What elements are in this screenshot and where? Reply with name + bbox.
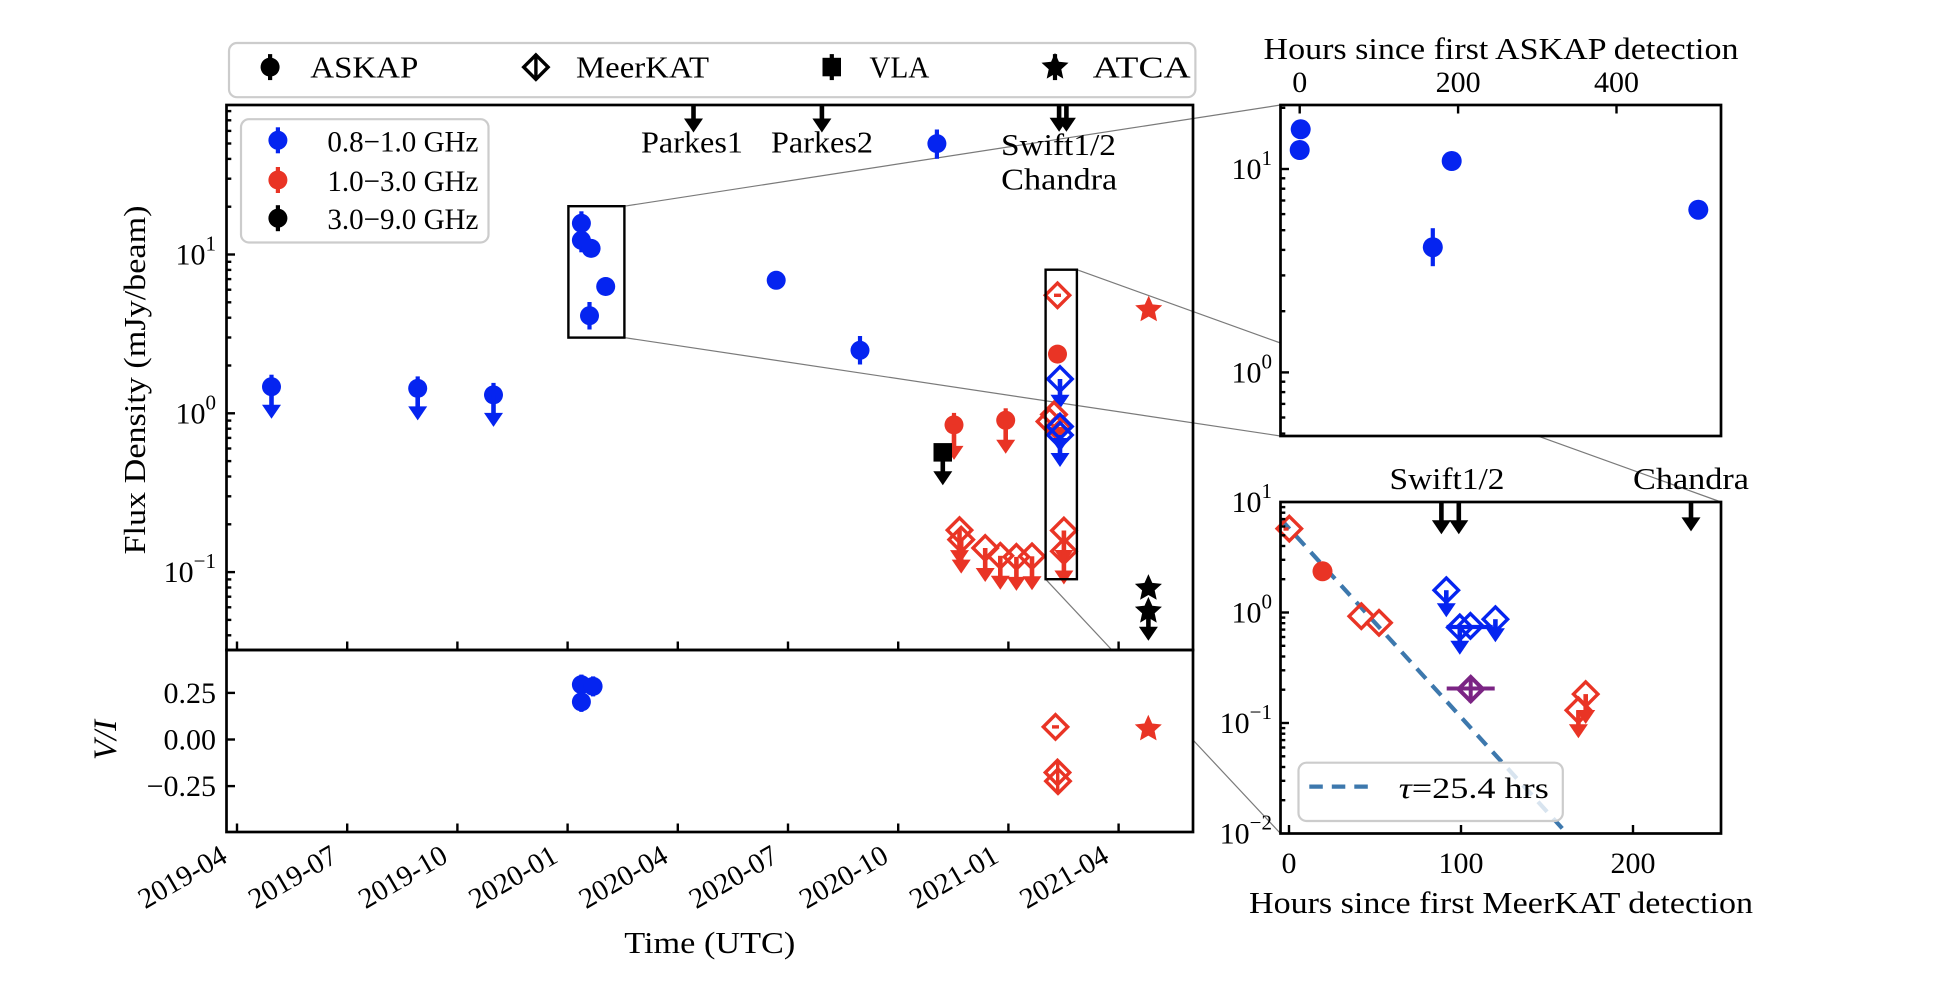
svg-text:1.0−3.0 GHz: 1.0−3.0 GHz: [327, 165, 478, 198]
svg-text:Hours since first ASKAP detect: Hours since first ASKAP detection: [1264, 31, 1740, 66]
svg-text:200: 200: [1611, 847, 1656, 880]
svg-text:τ=25.4 hrs: τ=25.4 hrs: [1399, 772, 1549, 805]
svg-text:Flux Density (mJy/beam): Flux Density (mJy/beam): [117, 206, 152, 555]
svg-text:ATCA: ATCA: [1093, 50, 1192, 85]
svg-text:Swift1/2: Swift1/2: [1001, 127, 1116, 162]
svg-text:Time (UTC): Time (UTC): [624, 925, 795, 960]
svg-text:V/I: V/I: [88, 718, 124, 760]
svg-text:Chandra: Chandra: [1001, 162, 1117, 197]
svg-text:100: 100: [176, 390, 217, 430]
svg-text:0.25: 0.25: [164, 677, 217, 710]
svg-text:Hours since first MeerKAT dete: Hours since first MeerKAT detection: [1249, 885, 1754, 920]
svg-text:MeerKAT: MeerKAT: [576, 50, 709, 85]
svg-text:3.0−9.0 GHz: 3.0−9.0 GHz: [327, 203, 478, 236]
svg-text:Parkes1: Parkes1: [641, 125, 743, 160]
svg-text:VLA: VLA: [869, 50, 930, 85]
svg-text:0: 0: [1282, 847, 1297, 880]
svg-text:200: 200: [1436, 66, 1481, 99]
svg-text:100: 100: [1439, 847, 1484, 880]
svg-text:Chandra: Chandra: [1633, 461, 1749, 496]
svg-text:0: 0: [1292, 66, 1307, 99]
svg-text:0.8−1.0 GHz: 0.8−1.0 GHz: [327, 125, 478, 158]
svg-text:ASKAP: ASKAP: [310, 50, 418, 85]
svg-text:0.00: 0.00: [164, 724, 217, 757]
svg-text:10−1: 10−1: [1220, 700, 1272, 740]
svg-text:−0.25: −0.25: [147, 770, 216, 803]
svg-text:400: 400: [1594, 66, 1639, 99]
svg-text:Parkes2: Parkes2: [771, 125, 873, 160]
svg-text:Swift1/2: Swift1/2: [1390, 461, 1505, 496]
